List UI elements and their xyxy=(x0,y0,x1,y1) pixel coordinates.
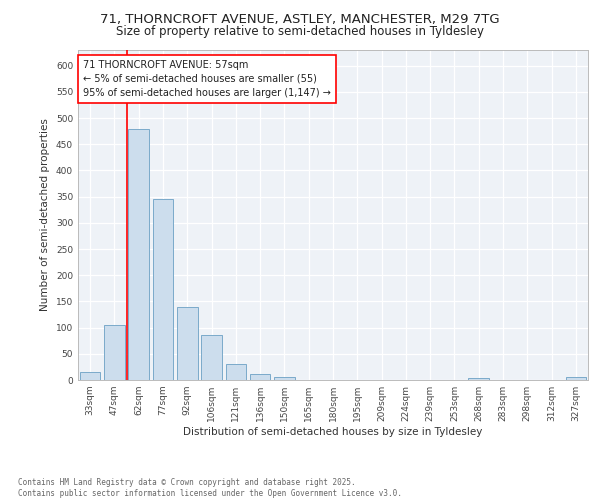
Bar xyxy=(566,378,586,380)
Bar xyxy=(274,377,295,380)
Bar xyxy=(80,372,100,380)
Text: Contains HM Land Registry data © Crown copyright and database right 2025.
Contai: Contains HM Land Registry data © Crown c… xyxy=(18,478,402,498)
Bar xyxy=(226,364,246,380)
Bar xyxy=(152,200,173,380)
X-axis label: Distribution of semi-detached houses by size in Tyldesley: Distribution of semi-detached houses by … xyxy=(184,427,482,437)
Text: 71, THORNCROFT AVENUE, ASTLEY, MANCHESTER, M29 7TG: 71, THORNCROFT AVENUE, ASTLEY, MANCHESTE… xyxy=(100,12,500,26)
Bar xyxy=(201,336,222,380)
Y-axis label: Number of semi-detached properties: Number of semi-detached properties xyxy=(40,118,50,312)
Text: 71 THORNCROFT AVENUE: 57sqm
← 5% of semi-detached houses are smaller (55)
95% of: 71 THORNCROFT AVENUE: 57sqm ← 5% of semi… xyxy=(83,60,331,98)
Bar xyxy=(469,378,489,380)
Bar xyxy=(250,374,271,380)
Bar xyxy=(128,128,149,380)
Bar xyxy=(104,325,125,380)
Text: Size of property relative to semi-detached houses in Tyldesley: Size of property relative to semi-detach… xyxy=(116,25,484,38)
Bar xyxy=(177,306,197,380)
